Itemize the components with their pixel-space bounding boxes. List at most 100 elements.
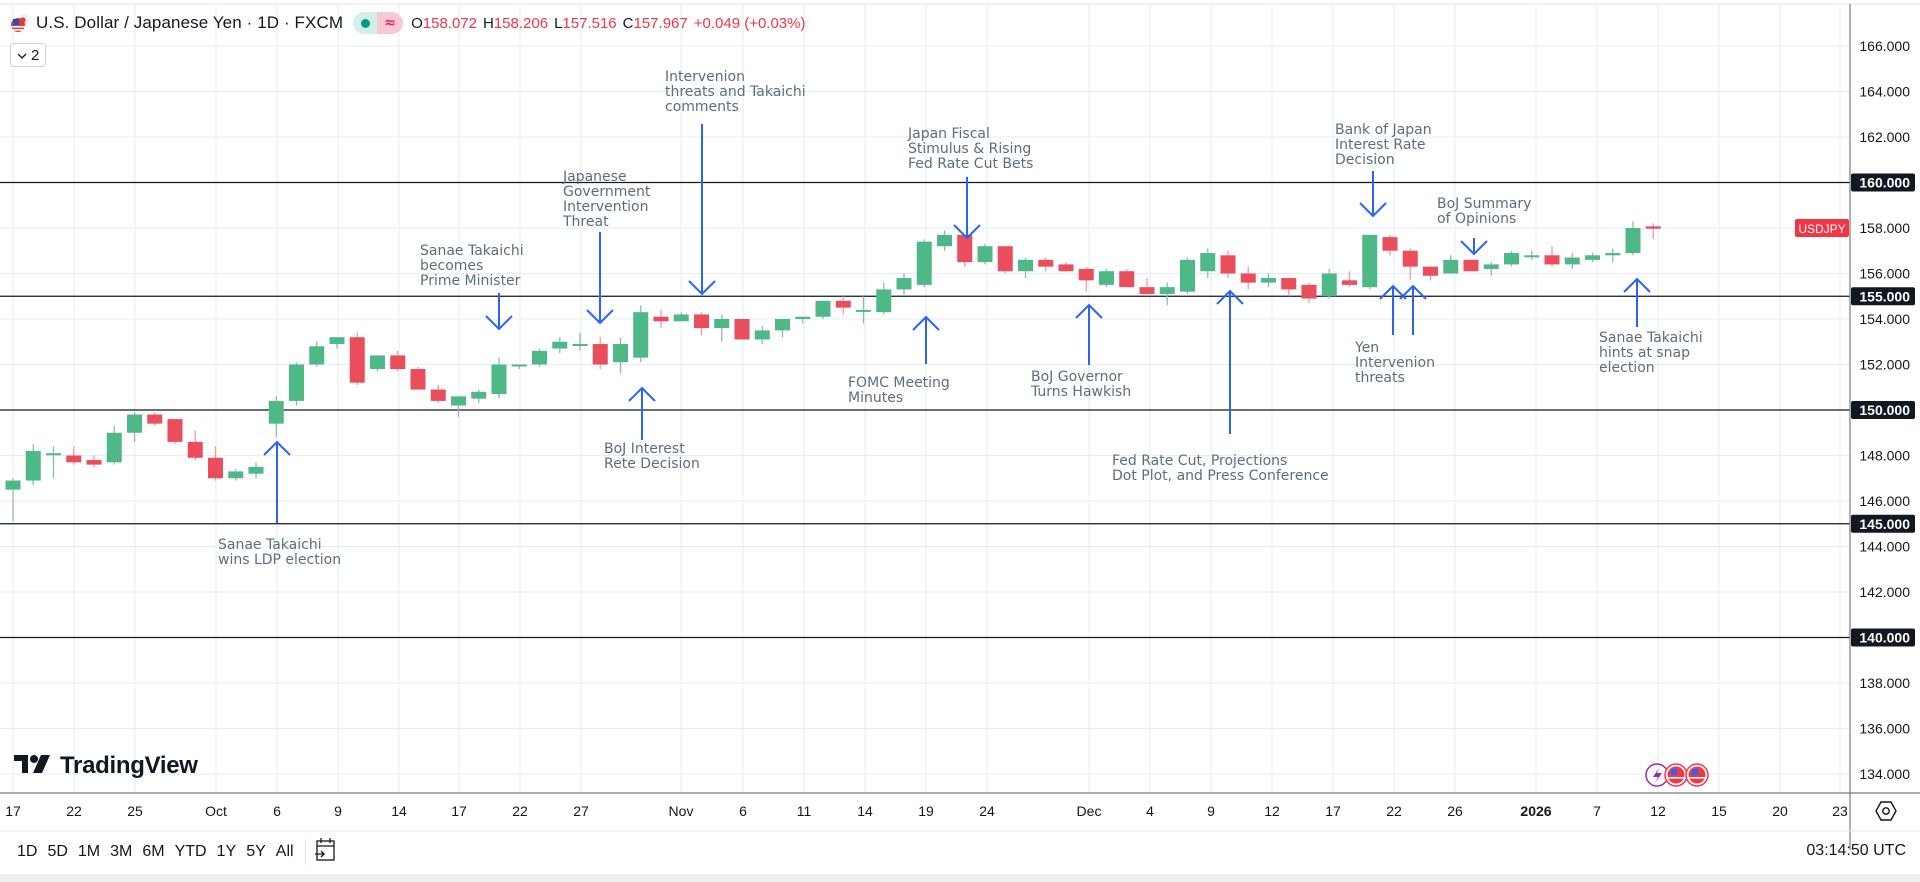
time-label: 17 (451, 803, 467, 819)
symbol-badge[interactable] (1795, 219, 1849, 237)
range-button-ytd[interactable]: YTD (174, 843, 207, 860)
level-badge[interactable] (1851, 401, 1915, 419)
arrow-head-icon (586, 309, 614, 325)
candle-body (1038, 259, 1054, 267)
price-label: 158.000 (1859, 220, 1910, 236)
price-label: 156.000 (1859, 266, 1910, 282)
calendar-goto-icon[interactable] (314, 837, 338, 867)
horizontal-levels[interactable] (0, 181, 1850, 639)
range-button-1y[interactable]: 1Y (216, 843, 237, 860)
annotation-text: Turns Hawkish (1030, 384, 1131, 400)
utc-clock[interactable]: 03:14:50 UTC (1806, 842, 1906, 859)
symbol-title[interactable]: U.S. Dollar / Japanese Yen · 1D · FXCM (36, 13, 344, 32)
candle-body (1180, 259, 1195, 292)
candle (1504, 250, 1519, 267)
range-button-6m[interactable]: 6M (142, 843, 165, 860)
symbol-legend: U.S. Dollar / Japanese Yen · 1D · FXCM ≈… (10, 10, 805, 36)
candle (592, 337, 608, 370)
candle-body (127, 414, 142, 433)
candle-body (1342, 280, 1357, 285)
candle-body (592, 344, 608, 365)
annotation-text: BoJ Interest (604, 441, 685, 457)
candle-body (937, 234, 952, 247)
candle (1342, 271, 1357, 288)
range-button-1d[interactable]: 1D (17, 843, 38, 860)
settings-gear-icon[interactable] (1874, 799, 1898, 823)
arrow-head-icon (912, 315, 940, 331)
tradingview-logo-icon (14, 753, 54, 779)
status-pill[interactable]: ≈ (353, 12, 404, 34)
candle-body (1645, 226, 1661, 229)
candle (127, 412, 142, 442)
candle (1159, 282, 1175, 306)
economic-events-icons[interactable] (1645, 763, 1709, 787)
candle-body (1159, 287, 1175, 294)
candle (1443, 255, 1459, 274)
candle (977, 243, 993, 265)
candle (835, 296, 851, 315)
level-badge[interactable] (1851, 173, 1915, 192)
candle (25, 444, 41, 486)
candle (349, 332, 365, 385)
range-button-5d[interactable]: 5D (47, 843, 68, 860)
price-label: 166.000 (1859, 38, 1910, 54)
range-button-all[interactable]: All (275, 843, 294, 860)
annotation-text: Fed Rate Cut Bets (908, 156, 1033, 172)
range-button-1m[interactable]: 1M (77, 843, 101, 860)
indicator-count: 2 (31, 46, 40, 64)
tradingview-wordmark: TradingView (60, 752, 198, 779)
candle (1038, 257, 1054, 272)
candle-body (532, 350, 547, 365)
candle-body (25, 450, 41, 481)
range-button-3m[interactable]: 3M (110, 843, 133, 860)
candle-body (1605, 253, 1621, 256)
candle-body (1362, 234, 1378, 288)
candle-body (390, 355, 406, 370)
candle (1240, 266, 1256, 290)
candle (633, 305, 649, 363)
candle-body (511, 364, 527, 367)
candle (754, 325, 770, 345)
candle (1099, 268, 1114, 288)
time-label: Oct (205, 803, 227, 819)
annotation-text: Threat (562, 214, 609, 230)
candle (430, 384, 446, 404)
tradingview-logo[interactable]: TradingView (14, 752, 198, 780)
candle (167, 419, 183, 445)
level-badge[interactable] (1851, 514, 1915, 533)
candle (876, 282, 892, 315)
annotation-text: Japan Fiscal (907, 126, 990, 142)
arrow-head-icon (1216, 289, 1244, 305)
candle-body (714, 319, 730, 329)
level-badge[interactable] (1851, 287, 1915, 306)
time-label: 12 (1650, 803, 1666, 819)
time-label: 15 (1711, 803, 1727, 819)
range-button-5y[interactable]: 5Y (246, 843, 266, 860)
candle-body (957, 234, 973, 263)
candle-body (795, 316, 811, 319)
time-label: 19 (918, 803, 934, 819)
candle-body (1524, 255, 1540, 258)
annotation-text: Japanese (562, 169, 627, 185)
candle-body (86, 460, 102, 465)
annotation-text: Yen (1354, 340, 1379, 356)
time-label: 27 (573, 803, 589, 819)
candle (673, 312, 689, 322)
indicators-collapse-button[interactable]: 2 (10, 43, 47, 67)
time-label: 23 (1832, 803, 1848, 819)
arrow-head-icon (485, 315, 513, 331)
candle (228, 469, 244, 481)
candle-body (1119, 271, 1135, 288)
level-badge[interactable] (1851, 628, 1915, 647)
level-badge-label: 140.000 (1859, 630, 1910, 646)
change-value: +0.049 (+0.03%) (693, 14, 806, 32)
usd-jpy-flag-icon (10, 13, 30, 33)
candle (248, 462, 264, 479)
ohlc-values: O158.072 H158.206 L157.516 C157.967 +0.0… (411, 14, 806, 32)
